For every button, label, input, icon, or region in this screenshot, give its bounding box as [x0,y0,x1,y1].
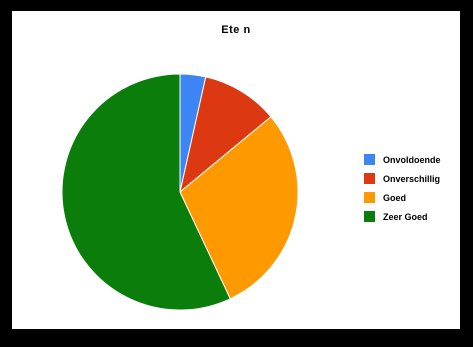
legend-label: Goed [383,192,407,203]
legend-swatch [364,192,375,203]
pie-slice-onverschillig [179,76,272,194]
pie-slices [61,73,299,311]
legend-item-zeer-goed: Zeer Goed [364,207,441,226]
legend-swatch [364,173,375,184]
pie-slice-zeer-goed [61,73,231,311]
legend-label: Onvoldoende [383,154,441,165]
legend-item-onverschillig: Onverschillig [364,169,441,188]
legend-swatch [364,211,375,222]
chart-title: Ete n [221,24,251,36]
legend-item-onvoldoende: Onvoldoende [364,150,441,169]
chart-panel: Ete n Onvoldoende Onverschillig Goed Zee… [12,11,460,329]
legend-label: Zeer Goed [383,211,428,222]
pie-slice-goed [179,116,299,300]
legend-item-goed: Goed [364,188,441,207]
pie-chart [61,73,299,311]
legend-label: Onverschillig [383,173,441,184]
legend-swatch [364,154,375,165]
chart-legend: Onvoldoende Onverschillig Goed Zeer Goed [364,150,441,226]
